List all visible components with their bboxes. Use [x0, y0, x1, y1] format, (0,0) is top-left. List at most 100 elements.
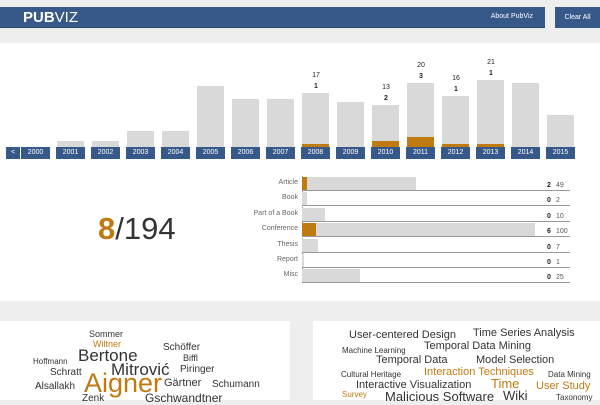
year-bar[interactable] — [407, 83, 434, 147]
author-word[interactable]: Schumann — [212, 379, 260, 390]
author-word[interactable]: Biffl — [183, 353, 198, 363]
type-label: Thesis — [277, 240, 298, 248]
year-button[interactable]: 2009 — [336, 147, 365, 159]
type-selected-count: 0 — [547, 243, 551, 251]
year-button[interactable]: 2007 — [266, 147, 295, 159]
type-selected-count: 2 — [547, 182, 551, 189]
author-word[interactable]: Aigner — [84, 368, 163, 398]
year-bar[interactable] — [232, 99, 259, 147]
author-word[interactable]: Gschwandtner — [145, 391, 223, 405]
author-word[interactable]: Wiltner — [93, 339, 122, 349]
year-button[interactable]: 2002 — [91, 147, 120, 159]
keyword-word[interactable]: Survey — [342, 390, 367, 399]
type-row[interactable]: Conference 6 100 — [250, 222, 570, 238]
app-header: PUBVIZ About PubViz — [0, 7, 545, 28]
year-button[interactable]: 2004 — [161, 147, 190, 159]
year-button[interactable]: 2010 — [371, 147, 400, 159]
year-button[interactable]: 2015 — [546, 147, 575, 159]
author-word[interactable]: Schöffer — [163, 342, 201, 353]
keyword-word[interactable]: Time — [491, 376, 520, 391]
author-word[interactable]: Mitrović — [111, 360, 170, 379]
keyword-word[interactable]: Cultural Heritage — [341, 370, 402, 379]
type-selected-bar[interactable] — [302, 223, 316, 237]
type-baseline — [302, 220, 570, 222]
author-word[interactable]: Gärtner — [164, 377, 202, 389]
keyword-word[interactable]: User Study — [536, 380, 591, 392]
type-row[interactable]: Misc 0 25 — [250, 268, 570, 284]
author-word[interactable]: Zenk — [82, 393, 105, 404]
year-bar[interactable] — [372, 105, 399, 147]
author-word[interactable]: Hoffmann — [33, 357, 68, 366]
keyword-word[interactable]: Temporal Data Mining — [424, 340, 531, 352]
year-bar[interactable] — [302, 92, 329, 147]
year-bar[interactable] — [547, 115, 574, 147]
type-total-bar[interactable] — [302, 207, 326, 221]
author-word[interactable]: Sommer — [89, 329, 124, 339]
author-word[interactable]: Bertone — [78, 346, 138, 365]
year-button[interactable]: 2012 — [441, 147, 470, 159]
type-row[interactable]: Part of a Book 0 10 — [250, 206, 570, 222]
year-bar[interactable] — [92, 140, 119, 147]
year-button[interactable]: 2003 — [126, 147, 155, 159]
keyword-word[interactable]: Temporal Data — [376, 354, 448, 366]
keyword-word[interactable]: Interactive Visualization — [356, 379, 472, 391]
year-bar[interactable] — [127, 131, 154, 147]
type-total-bar[interactable] — [302, 269, 361, 283]
year-selected-label: 1 — [489, 69, 493, 77]
year-total-label: 17 — [312, 71, 320, 79]
type-total-bar[interactable] — [302, 192, 307, 206]
type-total-bar[interactable] — [302, 238, 319, 252]
keyword-word[interactable]: Time Series Analysis — [473, 327, 575, 339]
keyword-cloud: User-centered Design Time Series Analysis… — [313, 321, 600, 404]
clear-all-button[interactable]: Clear All — [555, 7, 600, 28]
year-button[interactable]: 2011 — [406, 147, 435, 159]
keyword-word[interactable]: Machine Learning — [342, 346, 406, 355]
year-button[interactable]: 2001 — [56, 147, 85, 159]
about-link[interactable]: About PubViz — [490, 13, 533, 20]
keyword-word[interactable]: User-centered Design — [349, 329, 456, 341]
year-selected-label: 3 — [419, 73, 423, 80]
keyword-word[interactable]: Wiki — [503, 388, 528, 403]
year-bar[interactable] — [477, 79, 504, 147]
year-selected-bar[interactable] — [302, 143, 329, 147]
year-bar[interactable] — [162, 131, 189, 147]
author-word[interactable]: Piringer — [180, 364, 215, 375]
type-total-bar[interactable] — [302, 254, 305, 267]
type-total-count: 1 — [556, 259, 560, 266]
year-bar[interactable] — [512, 83, 539, 147]
keyword-word[interactable]: Malicious Software — [385, 389, 495, 404]
keyword-word[interactable]: Interaction Techniques — [424, 366, 534, 378]
year-button[interactable]: 2005 — [196, 147, 225, 159]
year-button[interactable]: 2008 — [301, 147, 330, 159]
year-selected-bar[interactable] — [477, 143, 504, 147]
type-total-bar[interactable] — [302, 223, 535, 237]
type-row[interactable]: Thesis 0 7 — [250, 237, 570, 253]
type-total-count: 100 — [556, 228, 568, 236]
year-button[interactable]: 2014 — [511, 147, 540, 159]
type-selected-count: 0 — [547, 274, 551, 282]
year-bar[interactable] — [57, 140, 84, 147]
year-button[interactable]: 2006 — [231, 147, 260, 159]
keyword-word[interactable]: Data Mining — [548, 370, 591, 379]
type-label: Report — [276, 256, 298, 263]
year-bar[interactable] — [197, 86, 224, 147]
prev-years-button[interactable]: < — [6, 147, 20, 159]
type-total-bar[interactable] — [302, 177, 417, 190]
year-selected-bar[interactable] — [407, 137, 434, 147]
year-button[interactable]: 2000 — [21, 147, 50, 159]
year-bar[interactable] — [442, 95, 469, 147]
type-row[interactable]: Report 0 1 — [250, 253, 570, 268]
type-row[interactable]: Book 0 2 — [250, 191, 570, 207]
keyword-word[interactable]: Model Selection — [476, 354, 555, 366]
year-selected-bar[interactable] — [442, 143, 469, 147]
year-bar[interactable] — [267, 99, 294, 147]
year-bar[interactable] — [337, 102, 364, 147]
keyword-word[interactable]: Taxonomy — [556, 393, 593, 402]
year-button[interactable]: 2013 — [476, 147, 505, 159]
year-selected-bar[interactable] — [372, 140, 399, 147]
author-word[interactable]: Alsallakh — [35, 381, 76, 392]
type-selected-bar[interactable] — [302, 177, 307, 190]
author-cloud: Sommer Wiltner Bertone Schöffer Hoffmann Biff… — [0, 321, 290, 404]
type-row[interactable]: Article 2 49 — [250, 176, 570, 191]
author-word[interactable]: Schratt — [50, 367, 82, 378]
